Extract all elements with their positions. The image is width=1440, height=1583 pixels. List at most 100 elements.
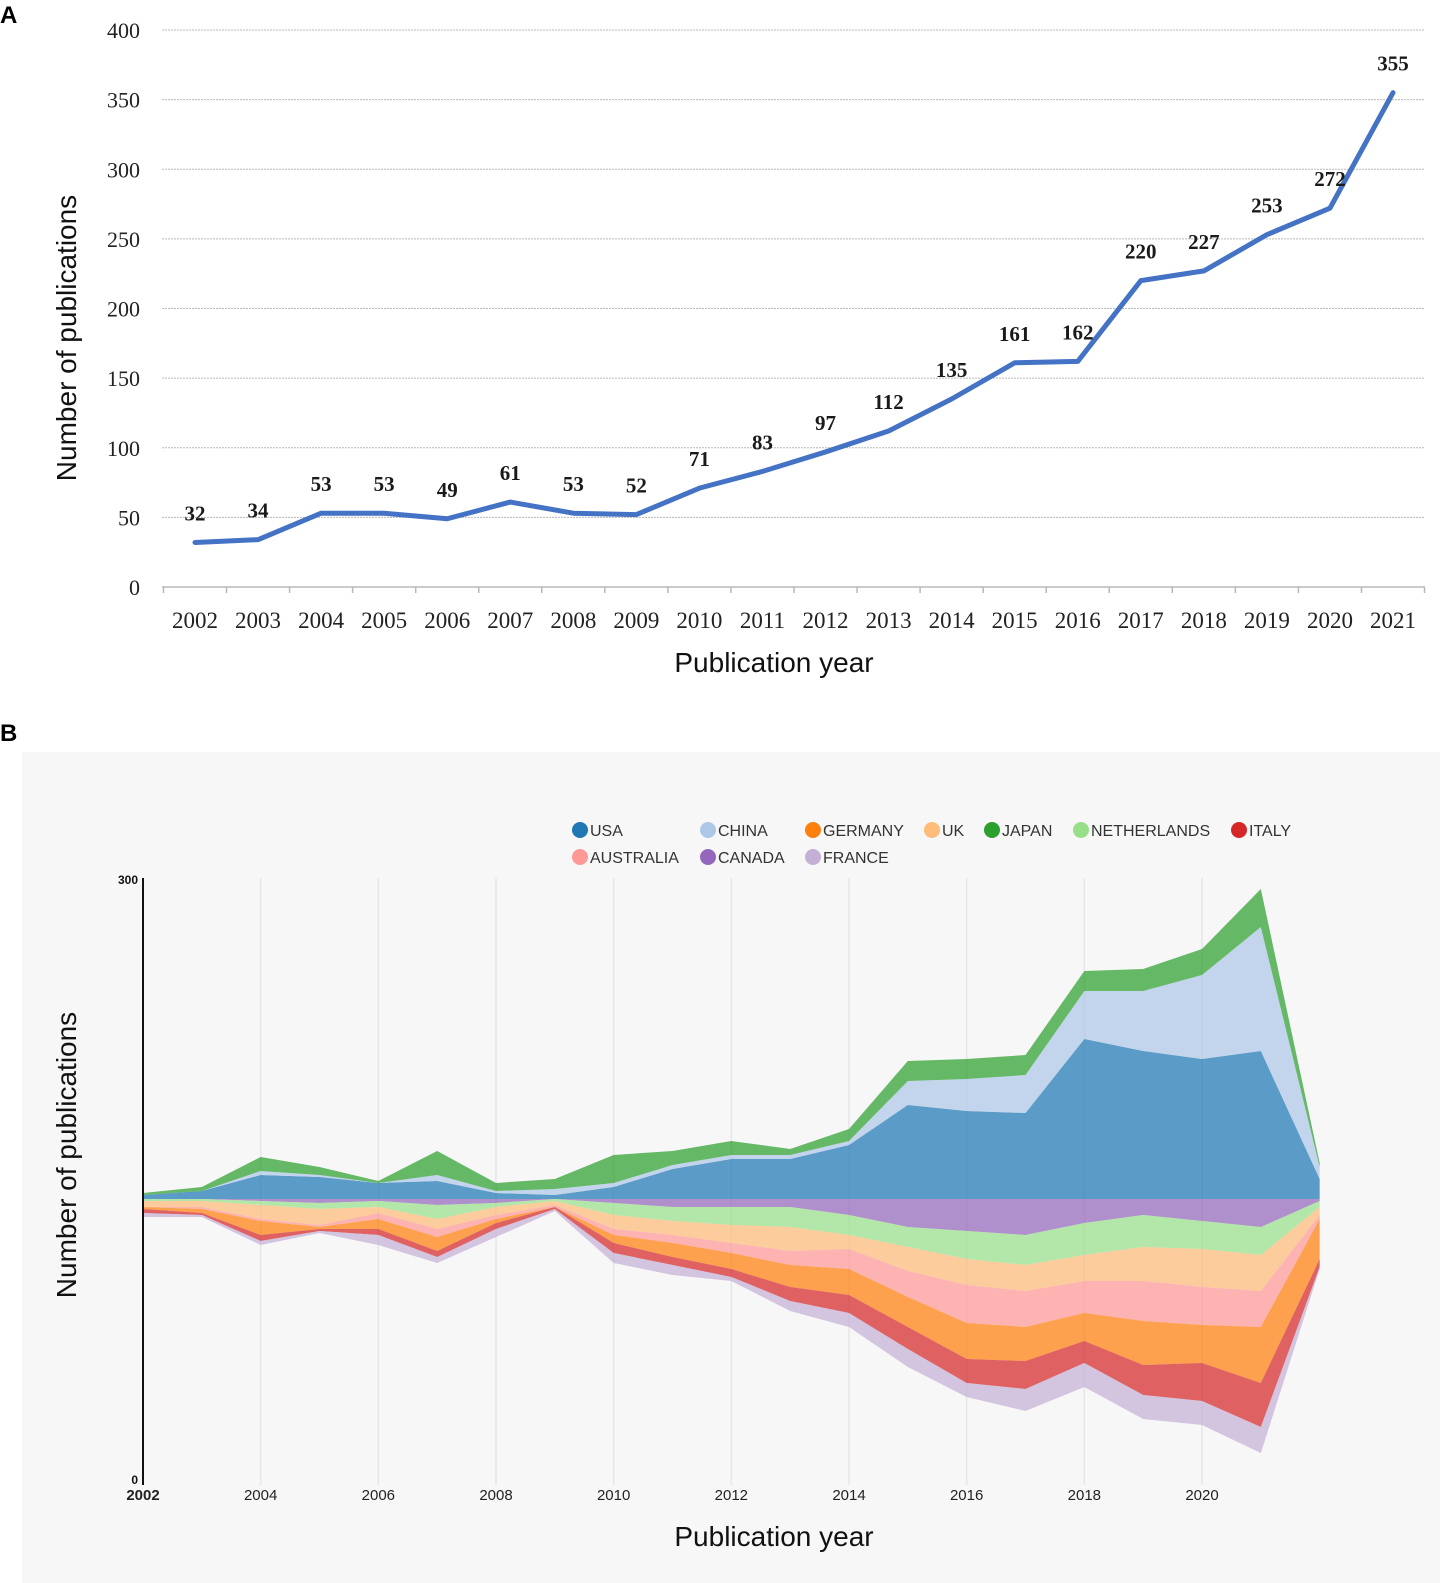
- y-tick-label: 400: [107, 18, 140, 43]
- y-tick-label: 250: [107, 227, 140, 252]
- stream-area-netherlands: [143, 1199, 1320, 1265]
- legend-swatch-italy: [1231, 822, 1247, 838]
- y-tick-label: 150: [107, 366, 140, 391]
- x-tick-label: 2020: [1307, 608, 1353, 633]
- x-tick-label: 2008: [550, 608, 596, 633]
- x-tick-label: 2003: [235, 608, 281, 633]
- stream-area-canada: [143, 1199, 1320, 1235]
- plot-background: [22, 752, 1440, 1583]
- y-tick-label: 100: [107, 436, 140, 461]
- y-tick-label-top: 300: [118, 873, 138, 887]
- y-tick-labels: 0 50 100 150 200 250 300 350 400: [107, 18, 140, 600]
- y-axis-label: Number of publications: [51, 1012, 82, 1298]
- x-tick-label: 2018: [1181, 608, 1227, 633]
- data-label: 61: [500, 461, 521, 485]
- legend-label-italy: ITALY: [1249, 823, 1291, 840]
- legend-label-usa: USA: [590, 823, 623, 840]
- line-chart-publications: 0 50 100 150 200 250 300 350 400 2002 2003 2004 200…: [51, 18, 1426, 678]
- x-tick-label: 2018: [1068, 1487, 1101, 1504]
- x-tick-label: 2013: [866, 608, 912, 633]
- legend: USA CHINA GERMANY UK JAPAN NETHERLANDS ITALY AU…: [572, 822, 1291, 867]
- data-label: 272: [1314, 167, 1346, 191]
- data-label: 49: [437, 478, 458, 502]
- y-tick-label: 50: [118, 505, 140, 530]
- x-tick-label: 2016: [950, 1487, 983, 1504]
- x-tick-labels: 2002 2003 2004 2005 2006 2007 2008 2009 2010 2011…: [172, 608, 1416, 633]
- legend-label-canada: CANADA: [718, 850, 785, 867]
- stream-area-japan: [143, 889, 1320, 1195]
- y-tick-label: 350: [107, 88, 140, 113]
- legend-swatch-germany: [805, 822, 821, 838]
- x-tick-labels: 2002 2004 2006 2008 2010 2012 2014 2016 2018 2020: [126, 1487, 1218, 1504]
- x-tick-label: 2014: [929, 608, 976, 633]
- x-tick-label: 2012: [715, 1487, 748, 1504]
- data-label: 52: [626, 474, 647, 498]
- data-label: 32: [185, 501, 206, 525]
- x-tick-marks: [162, 587, 1426, 593]
- data-label: 112: [873, 390, 903, 414]
- panel-a-letter: A: [0, 2, 18, 29]
- legend-swatch-australia: [572, 849, 588, 865]
- y-axis-label: Number of publications: [51, 195, 82, 481]
- stream-area-germany: [143, 1207, 1320, 1383]
- data-labels: 32 34 53 53 49 61 53 52 71 83 97 112 135 161 162 220 227…: [185, 52, 1409, 526]
- legend-label-australia: AUSTRALIA: [590, 850, 679, 867]
- y-tick-label: 0: [129, 575, 140, 600]
- legend-label-france: FRANCE: [823, 850, 889, 867]
- stream-area-uk: [143, 1201, 1320, 1291]
- data-label: 135: [936, 358, 968, 382]
- data-label: 83: [752, 430, 773, 454]
- x-axis-label: Publication year: [674, 1521, 873, 1552]
- y-tick-label: 200: [107, 297, 140, 322]
- x-tick-label: 2020: [1185, 1487, 1218, 1504]
- stream-area-china: [143, 927, 1320, 1195]
- x-tick-label: 2015: [992, 608, 1038, 633]
- stream-area-australia: [143, 1205, 1320, 1327]
- legend-swatch-canada: [700, 849, 716, 865]
- x-tick-label: 2002: [126, 1487, 159, 1504]
- x-tick-label: 2002: [172, 608, 218, 633]
- data-label: 161: [999, 322, 1031, 346]
- stream-area-france: [143, 1209, 1320, 1453]
- panel-b-letter: B: [0, 720, 18, 747]
- x-tick-label: 2004: [244, 1487, 277, 1504]
- x-axis-label: Publication year: [674, 647, 873, 678]
- data-label: 162: [1062, 320, 1094, 344]
- x-tick-label: 2007: [487, 608, 533, 633]
- data-label: 227: [1188, 230, 1220, 254]
- legend-label-netherlands: NETHERLANDS: [1091, 823, 1210, 840]
- data-label: 71: [689, 447, 710, 471]
- data-label: 220: [1125, 240, 1157, 264]
- data-label: 97: [815, 411, 836, 435]
- stream-areas: [143, 889, 1320, 1453]
- x-tick-label: 2010: [597, 1487, 630, 1504]
- x-tick-label: 2012: [803, 608, 849, 633]
- x-tick-label: 2021: [1370, 608, 1416, 633]
- x-tick-label: 2010: [676, 608, 722, 633]
- data-label: 53: [563, 472, 584, 496]
- legend-label-uk: UK: [942, 823, 965, 840]
- legend-swatch-china: [700, 822, 716, 838]
- x-tick-label: 2004: [298, 608, 345, 633]
- x-tick-label: 2006: [362, 1487, 395, 1504]
- x-tick-label: 2009: [613, 608, 659, 633]
- legend-swatch-france: [805, 849, 821, 865]
- legend-label-china: CHINA: [718, 823, 768, 840]
- stream-area-italy: [143, 1207, 1320, 1427]
- y-tick-label: 300: [107, 157, 140, 182]
- x-tick-label: 2005: [361, 608, 407, 633]
- legend-label-germany: GERMANY: [823, 823, 904, 840]
- data-label: 355: [1377, 52, 1409, 76]
- legend-label-japan: JAPAN: [1002, 823, 1052, 840]
- x-grid: [259, 878, 1203, 1485]
- y-tick-label-bottom: 0: [131, 1473, 138, 1487]
- publications-line: [192, 90, 1396, 545]
- x-tick-label: 2014: [832, 1487, 865, 1504]
- data-label: 53: [374, 472, 395, 496]
- legend-swatch-netherlands: [1073, 822, 1089, 838]
- y-grid: [162, 29, 1425, 518]
- data-label: 53: [311, 472, 332, 496]
- x-tick-label: 2016: [1055, 608, 1101, 633]
- x-tick-label: 2019: [1244, 608, 1290, 633]
- legend-swatch-uk: [924, 822, 940, 838]
